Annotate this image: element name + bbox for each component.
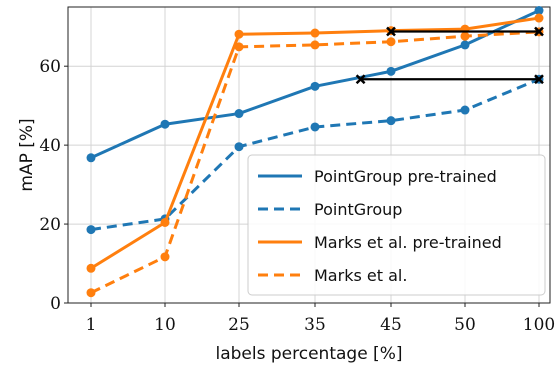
data-point (386, 37, 396, 47)
y-axis-ticks: 0 20 40 60 (39, 57, 68, 314)
reference-marker (355, 74, 366, 85)
data-point (234, 109, 244, 119)
legend-box (247, 154, 546, 296)
legend-label: Marks et al. (314, 266, 407, 285)
x-axis-label: labels percentage [%] (216, 344, 403, 364)
legend-label: PointGroup (314, 200, 402, 219)
data-point (86, 153, 96, 163)
data-point (160, 217, 170, 227)
y-tick-label: 0 (50, 294, 61, 314)
data-point (460, 31, 470, 41)
data-point (234, 42, 244, 52)
data-point (534, 13, 544, 23)
x-tick-label: 50 (454, 315, 476, 335)
y-tick-label: 60 (39, 57, 61, 77)
x-tick-label: 35 (304, 315, 326, 335)
series-group (86, 6, 544, 298)
data-point (310, 28, 320, 38)
y-axis-label: mAP [%] (17, 118, 37, 191)
x-tick-label: 25 (228, 315, 250, 335)
reference-marker (534, 74, 544, 85)
data-point (460, 40, 470, 50)
data-point (234, 142, 244, 152)
data-point (310, 81, 320, 91)
data-point (160, 252, 170, 262)
data-point (86, 263, 96, 273)
data-point (534, 6, 544, 16)
data-point (310, 122, 320, 132)
x-tick-label: 100 (523, 315, 555, 335)
legend: PointGroup pre-trained PointGroup Marks et… (247, 154, 546, 296)
x-tick-label: 1 (86, 315, 97, 335)
reference-marker (386, 26, 396, 37)
data-point (86, 288, 96, 298)
y-tick-label: 40 (39, 136, 61, 156)
data-point (386, 66, 396, 76)
legend-label: Marks et al. pre-trained (314, 233, 502, 252)
annotation-lines (355, 26, 544, 85)
x-tick-label: 10 (154, 315, 176, 335)
data-point (310, 40, 320, 50)
x-axis-ticks: 1 10 25 35 45 50 100 (86, 303, 555, 335)
data-point (160, 119, 170, 129)
data-point (86, 225, 96, 235)
x-tick-label: 45 (380, 315, 402, 335)
data-point (386, 116, 396, 126)
reference-marker (534, 26, 544, 37)
data-point (234, 29, 244, 39)
y-tick-label: 20 (39, 215, 61, 235)
plot-frame (67, 6, 551, 304)
legend-label: PointGroup pre-trained (314, 167, 497, 186)
data-point (460, 105, 470, 115)
